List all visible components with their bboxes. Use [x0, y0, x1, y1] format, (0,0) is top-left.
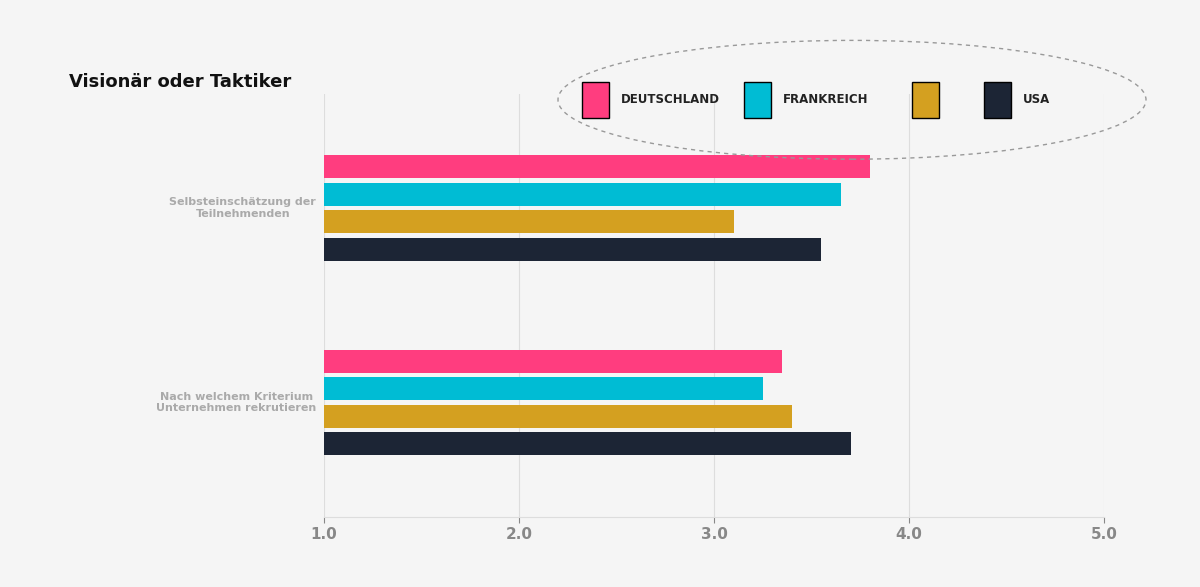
- Bar: [324, 238, 821, 261]
- Text: FRANKREICH: FRANKREICH: [784, 93, 869, 106]
- Bar: [324, 350, 782, 373]
- Bar: [324, 377, 763, 400]
- Bar: [324, 432, 851, 456]
- Text: DEUTSCHLAND: DEUTSCHLAND: [622, 93, 720, 106]
- Bar: [324, 155, 870, 178]
- Text: Nach welchem Kriterium
Unternehmen rekrutieren: Nach welchem Kriterium Unternehmen rekru…: [156, 392, 317, 413]
- FancyBboxPatch shape: [582, 82, 610, 118]
- Text: Visionär oder Taktiker: Visionär oder Taktiker: [68, 73, 292, 91]
- Text: USA: USA: [1022, 93, 1050, 106]
- Bar: [324, 404, 792, 428]
- FancyBboxPatch shape: [984, 82, 1010, 118]
- Text: Selbsteinschätzung der
Teilnehmenden: Selbsteinschätzung der Teilnehmenden: [169, 197, 317, 219]
- Bar: [324, 183, 841, 206]
- Bar: [324, 210, 733, 234]
- FancyBboxPatch shape: [744, 82, 772, 118]
- FancyBboxPatch shape: [912, 82, 940, 118]
